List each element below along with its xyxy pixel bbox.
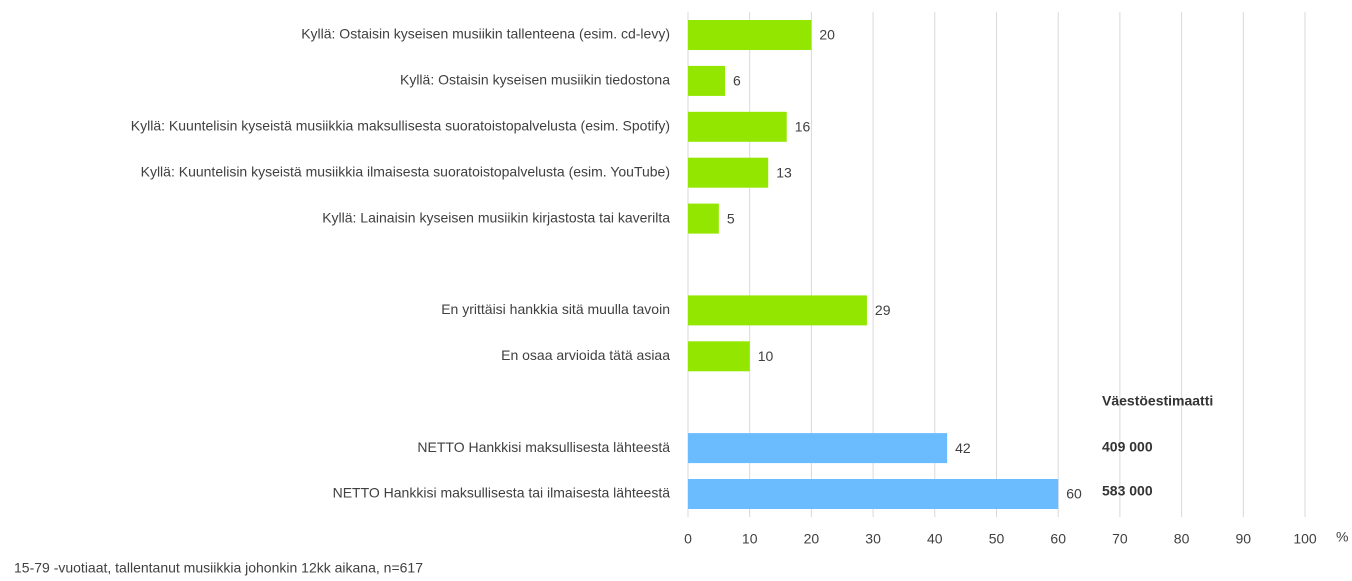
- x-tick-label: 70: [1112, 531, 1128, 547]
- data-label: 10: [758, 348, 774, 364]
- bar: [688, 157, 769, 188]
- annotation: 409 000: [1102, 439, 1153, 455]
- x-tick-label: 100: [1293, 531, 1317, 547]
- data-label: 5: [727, 210, 735, 226]
- bar: [688, 65, 726, 96]
- x-tick-label: 0: [684, 531, 692, 547]
- data-label: 16: [795, 119, 811, 135]
- bar: [688, 341, 750, 372]
- y-tick-label: Kyllä: Kuuntelisin kyseistä musiikkia il…: [141, 163, 670, 179]
- data-label: 6: [733, 73, 741, 89]
- bar: [688, 20, 812, 50]
- x-tick-label: 80: [1174, 531, 1190, 547]
- x-tick-label: 40: [927, 531, 943, 547]
- x-tick-label: 90: [1236, 531, 1252, 547]
- data-label: 29: [875, 302, 891, 318]
- x-tick-label: 60: [1050, 531, 1066, 547]
- bar: [688, 433, 948, 464]
- annotation: 583 000: [1102, 483, 1153, 499]
- y-tick-label: Kyllä: Ostaisin kyseisen musiikin tallen…: [301, 26, 670, 42]
- x-tick-label: 30: [865, 531, 881, 547]
- y-tick-label: En osaa arvioida tätä asiaa: [501, 347, 670, 363]
- y-tick-label: NETTO Hankkisi maksullisesta tai ilmaise…: [333, 485, 671, 501]
- bar: [688, 203, 719, 234]
- y-tick-label: Kyllä: Ostaisin kyseisen musiikin tiedos…: [400, 72, 670, 88]
- data-label: 20: [819, 27, 835, 43]
- bar: [688, 111, 787, 142]
- x-tick-label: 20: [804, 531, 820, 547]
- y-tick-label: Kyllä: Kuuntelisin kyseistä musiikkia ma…: [131, 118, 670, 134]
- data-label: 13: [776, 164, 792, 180]
- x-axis-unit: %: [1336, 529, 1348, 545]
- y-tick-label: NETTO Hankkisi maksullisesta lähteestä: [417, 439, 670, 455]
- x-tick-label: 50: [989, 531, 1005, 547]
- x-tick-label: 10: [742, 531, 758, 547]
- bar: [688, 295, 867, 326]
- y-tick-label: Kyllä: Lainaisin kyseisen musiikin kirja…: [322, 209, 670, 225]
- footnote: 15-79 -vuotiaat, tallentanut musiikkia j…: [14, 560, 423, 576]
- bar: [688, 479, 1059, 509]
- y-tick-label: En yrittäisi hankkia sitä muulla tavoin: [441, 301, 670, 317]
- data-label: 60: [1066, 486, 1082, 502]
- annotation: Väestöestimaatti: [1102, 393, 1213, 409]
- data-label: 42: [955, 440, 971, 456]
